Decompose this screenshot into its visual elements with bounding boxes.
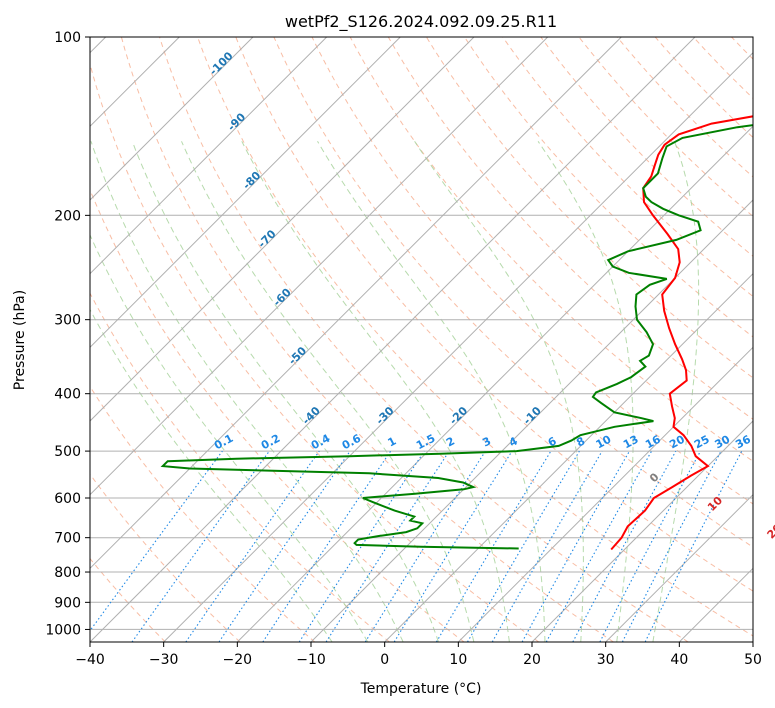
mixing-ratio-label: 16 bbox=[643, 433, 663, 452]
x-tick-label: 40 bbox=[670, 652, 688, 668]
isotherm-line bbox=[310, 199, 753, 642]
y-tick-label: 900 bbox=[54, 595, 81, 611]
x-tick-label: 30 bbox=[597, 652, 615, 668]
dry-adiabat bbox=[90, 292, 390, 642]
y-tick-label: 1000 bbox=[45, 622, 81, 638]
mixing-ratio-line bbox=[218, 450, 351, 642]
x-axis-ticks: −40 −30 −20 −10 0 10 20 30 40 50 bbox=[75, 642, 762, 668]
mixing-ratio-line bbox=[545, 450, 653, 642]
y-tick-label: 400 bbox=[54, 387, 81, 403]
dry-adiabat bbox=[90, 385, 316, 642]
isotherm-line bbox=[90, 37, 328, 275]
temperature-profile-line bbox=[610, 115, 753, 551]
dry-adiabat bbox=[464, 37, 753, 338]
y-axis-title: Pressure (hPa) bbox=[12, 290, 28, 390]
mixing-ratio-lines bbox=[90, 450, 743, 642]
isotherm-line bbox=[90, 37, 696, 642]
x-tick-label: 50 bbox=[744, 652, 762, 668]
x-tick-label: 10 bbox=[449, 652, 467, 668]
dry-adiabat bbox=[770, 37, 775, 642]
isotherm-line bbox=[752, 641, 753, 642]
mixing-ratio-line bbox=[131, 450, 270, 642]
dry-adiabat bbox=[159, 37, 689, 642]
isotherm-line bbox=[457, 346, 753, 642]
isotherm-line bbox=[90, 37, 549, 496]
x-axis-title: Temperature (°C) bbox=[360, 681, 482, 697]
x-tick-label: −40 bbox=[75, 652, 105, 668]
sounding-profiles bbox=[160, 115, 753, 551]
moist-adiabat-label: 20 bbox=[765, 521, 775, 541]
x-tick-label: −30 bbox=[149, 652, 179, 668]
dry-adiabat bbox=[235, 37, 753, 592]
dry-adiabat bbox=[349, 37, 753, 462]
isotherm-line bbox=[163, 51, 753, 642]
dry-adiabat bbox=[90, 188, 465, 642]
mixing-ratio-line bbox=[325, 450, 450, 642]
y-axis-ticks: 100 200 300 400 500 600 700 800 900 1000 bbox=[45, 30, 90, 638]
isotherm-line bbox=[90, 37, 622, 570]
dewpoint-profile-line bbox=[160, 124, 753, 550]
mixing-ratio-label: 10 bbox=[594, 433, 614, 452]
plot-background bbox=[90, 37, 753, 642]
isotherm-line bbox=[90, 37, 475, 422]
x-tick-label: 20 bbox=[523, 652, 541, 668]
mixing-ratio-line bbox=[521, 450, 630, 642]
mixing-ratio-line bbox=[393, 450, 513, 642]
y-tick-label: 100 bbox=[54, 30, 81, 46]
mixing-ratio-line bbox=[644, 450, 743, 642]
mixing-ratio-line bbox=[185, 450, 320, 642]
isotherm-line bbox=[605, 493, 753, 642]
x-tick-label: −20 bbox=[223, 652, 253, 668]
isotherm-line bbox=[90, 37, 254, 201]
chart-title: wetPf2_S126.2024.092.09.25.R11 bbox=[285, 12, 557, 32]
y-tick-label: 700 bbox=[54, 531, 81, 547]
y-tick-label: 500 bbox=[54, 444, 81, 460]
mixing-ratio-label: 13 bbox=[621, 433, 641, 452]
isotherm-line bbox=[531, 420, 753, 642]
isotherm-line bbox=[90, 37, 401, 349]
mixing-ratio-label: 36 bbox=[733, 433, 753, 452]
mixing-ratio-line bbox=[572, 450, 677, 642]
x-tick-label: −10 bbox=[296, 652, 326, 668]
mixing-ratio-line bbox=[90, 450, 223, 632]
y-tick-label: 300 bbox=[54, 313, 81, 329]
y-tick-label: 200 bbox=[54, 208, 81, 224]
mixing-ratio-line bbox=[262, 450, 392, 642]
isotherm-line bbox=[236, 125, 753, 642]
dry-adiabat bbox=[90, 557, 166, 642]
dry-adiabat bbox=[311, 37, 753, 505]
dry-adiabat bbox=[90, 473, 241, 642]
y-tick-label: 800 bbox=[54, 565, 81, 581]
y-tick-label: 600 bbox=[54, 491, 81, 507]
plot-frame bbox=[89, 36, 754, 643]
isotherm-line bbox=[384, 272, 753, 642]
mixing-ratio-label: 25 bbox=[692, 433, 712, 452]
dry-adiabat bbox=[90, 62, 540, 642]
dry-adiabat bbox=[273, 37, 753, 548]
mixing-ratio-label: 30 bbox=[713, 433, 733, 452]
skewed-isotherms bbox=[90, 37, 753, 642]
mixing-ratio-label: 20 bbox=[667, 433, 687, 452]
dry-adiabat bbox=[120, 37, 614, 642]
x-tick-label: 0 bbox=[380, 652, 389, 668]
